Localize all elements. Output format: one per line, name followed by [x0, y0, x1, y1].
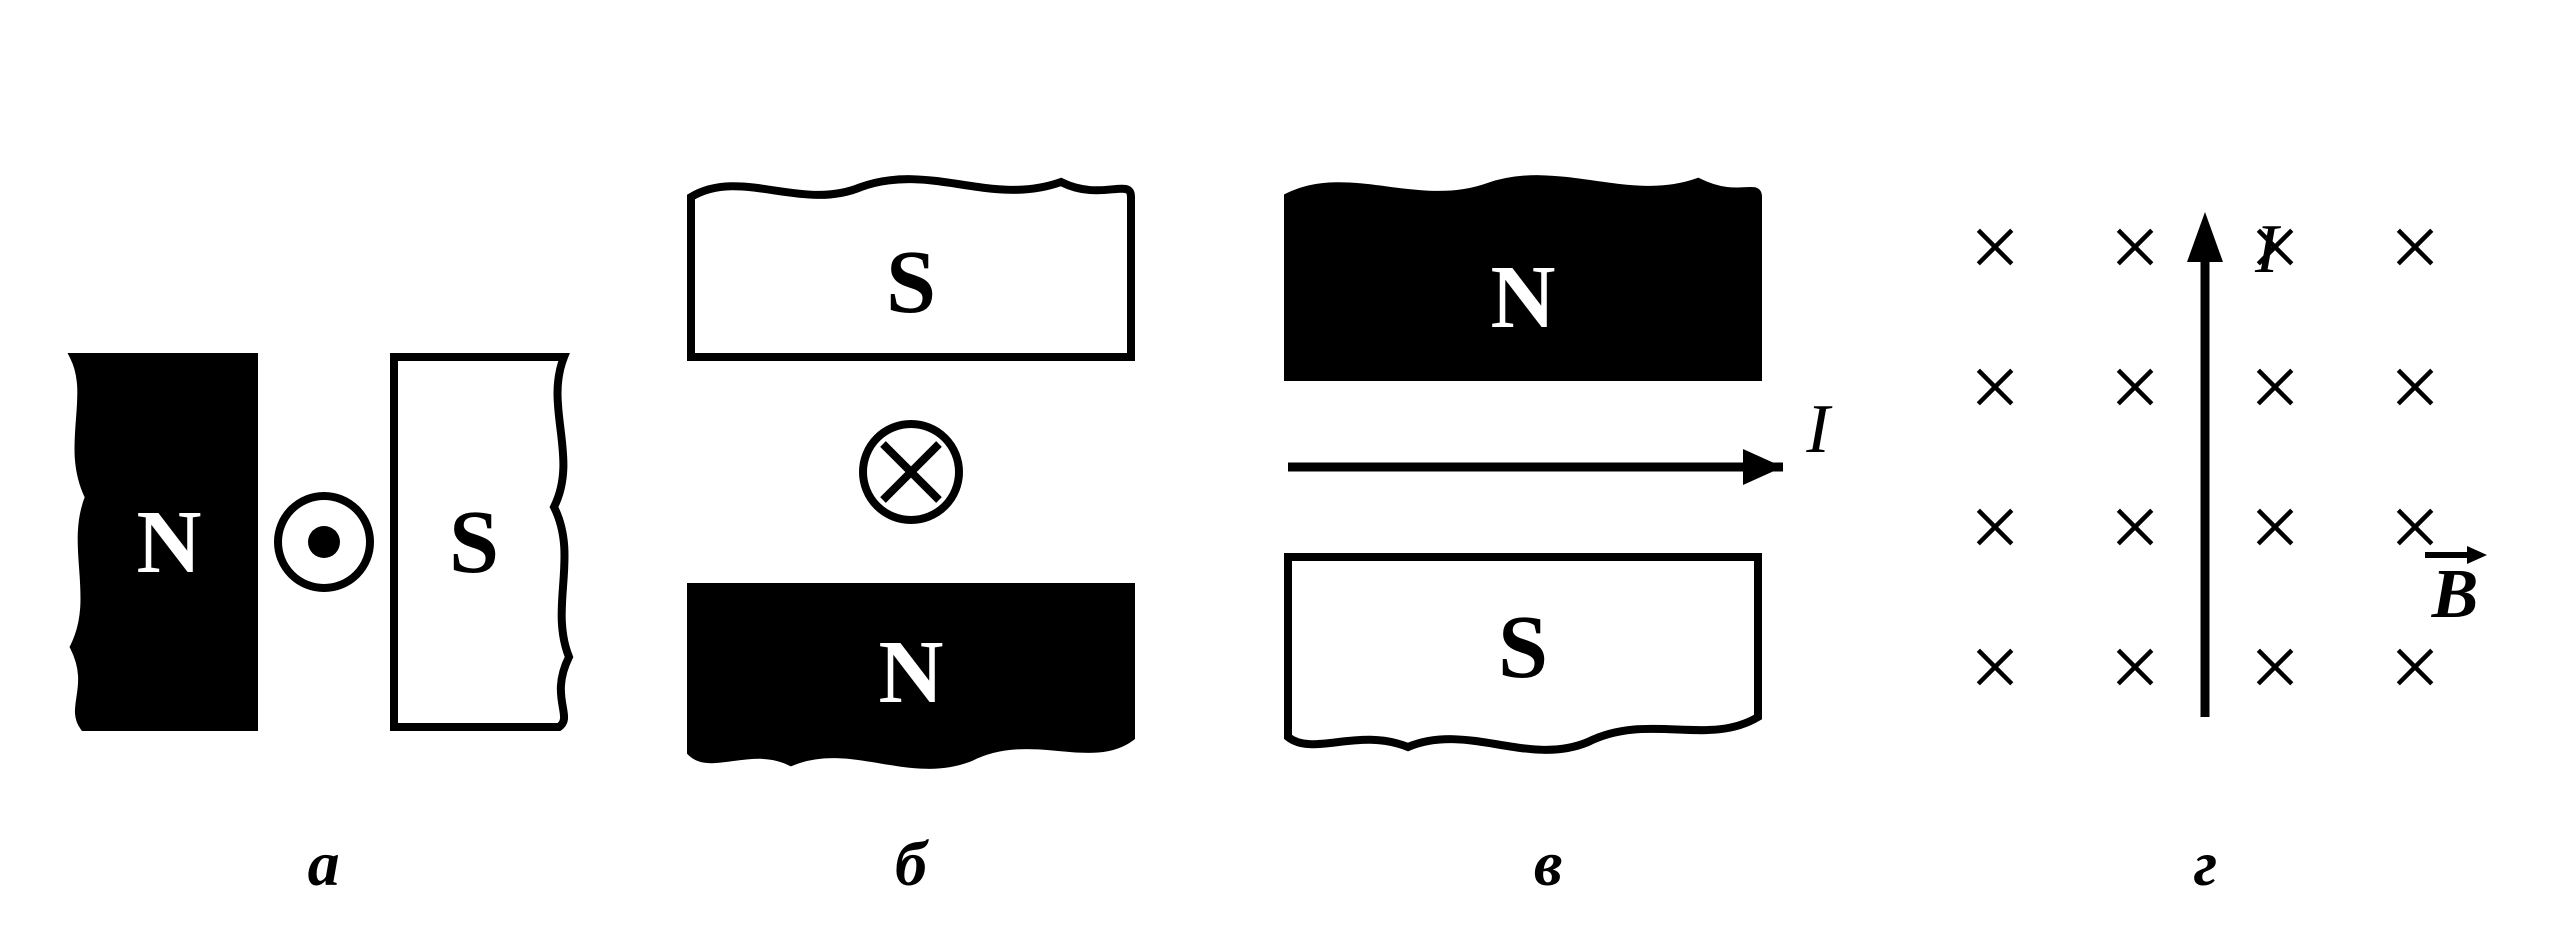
magnet-left-n: N — [74, 357, 254, 727]
pole-label-s: S — [1498, 598, 1548, 697]
current-label-i: I — [2254, 211, 2282, 288]
panel-g-caption: г — [2194, 827, 2218, 901]
svg-text:×: × — [2390, 338, 2441, 437]
current-wire-right: I — [1288, 391, 1833, 485]
current-out-of-page-icon — [278, 496, 370, 588]
figure-row: N S а S N — [0, 0, 2569, 941]
svg-text:×: × — [1970, 338, 2021, 437]
field-label-b: B — [2425, 546, 2487, 633]
magnet-top-n: N — [1288, 179, 1758, 377]
svg-text:×: × — [2250, 478, 2301, 577]
svg-text:×: × — [2250, 618, 2301, 717]
current-label-i: I — [1805, 391, 1833, 468]
pole-label-n: N — [878, 623, 943, 722]
pole-label-s: S — [449, 493, 499, 592]
pole-label-s: S — [886, 233, 936, 332]
svg-text:×: × — [2110, 478, 2161, 577]
panel-b-caption: б — [895, 827, 927, 901]
pole-label-n: N — [1491, 248, 1556, 347]
pole-label-n: N — [136, 493, 201, 592]
panel-v-caption: в — [1534, 827, 1563, 901]
panel-b-svg: S N — [631, 157, 1191, 797]
svg-text:×: × — [2110, 198, 2161, 297]
svg-text:×: × — [2110, 338, 2161, 437]
svg-text:×: × — [2250, 338, 2301, 437]
svg-text:×: × — [2110, 618, 2161, 717]
magnet-right-s: S — [394, 357, 569, 727]
current-into-page-icon — [863, 424, 959, 520]
svg-text:×: × — [1970, 198, 2021, 297]
svg-text:×: × — [1970, 618, 2021, 717]
panel-g: × × × × × × × × × × × × × × × × — [1905, 157, 2505, 901]
panel-v: N S I в — [1238, 157, 1858, 901]
magnet-bottom-s: S — [1288, 557, 1758, 750]
panel-a: N S а — [64, 277, 584, 901]
svg-text:B: B — [2431, 556, 2479, 633]
magnet-bottom-n: N — [691, 587, 1131, 765]
panel-a-caption: а — [308, 827, 340, 901]
panel-b: S N б — [631, 157, 1191, 901]
svg-text:×: × — [1970, 478, 2021, 577]
panel-g-svg: × × × × × × × × × × × × × × × × — [1905, 157, 2505, 797]
panel-a-svg: N S — [64, 277, 584, 797]
magnet-top-s: S — [691, 179, 1131, 357]
panel-v-svg: N S I — [1238, 157, 1858, 797]
svg-text:×: × — [2390, 198, 2441, 297]
